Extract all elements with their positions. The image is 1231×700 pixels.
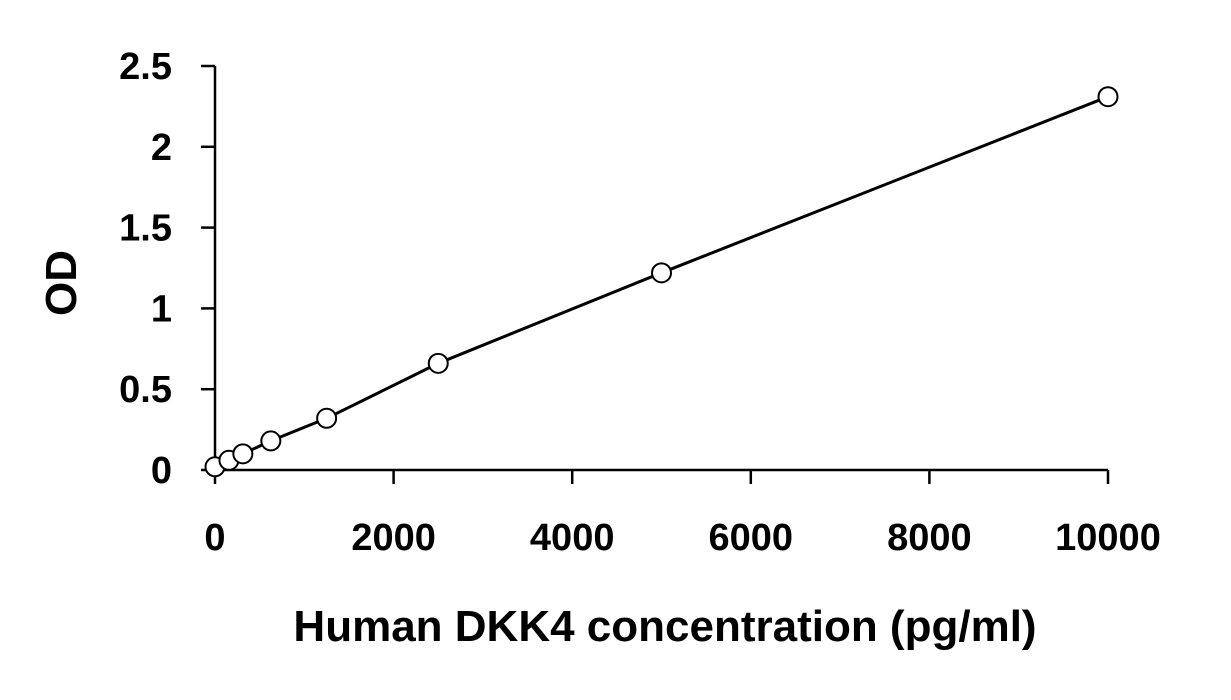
y-tick-label: 1.5 [119,208,172,250]
data-point [260,430,282,452]
y-tick-label: 0.5 [119,369,172,411]
y-tick-label: 2.5 [119,46,172,88]
x-tick-label: 6000 [709,517,794,559]
data-points [204,86,1119,478]
x-axis-title: Human DKK4 concentration (pg/ml) [293,602,1036,651]
axes [213,66,1108,472]
data-point [651,262,672,284]
y-tick-label: 2 [151,127,172,169]
y-tick-label: 1 [151,288,172,330]
y-axis-ticks: 0 0.5 1 1.5 2 2.5 [119,46,215,492]
data-point [427,352,449,374]
x-axis-ticks: 0 2000 4000 6000 8000 10000 [204,470,1161,559]
data-point [232,443,254,465]
x-tick-label: 2000 [351,517,436,559]
x-tick-label: 0 [204,517,225,559]
data-point [316,407,338,429]
y-tick-label: 0 [151,450,172,492]
y-axis-title: OD [37,250,86,316]
x-tick-label: 4000 [530,517,615,559]
x-tick-label: 8000 [887,517,972,559]
x-tick-label: 10000 [1055,517,1161,559]
data-point [1097,86,1119,108]
